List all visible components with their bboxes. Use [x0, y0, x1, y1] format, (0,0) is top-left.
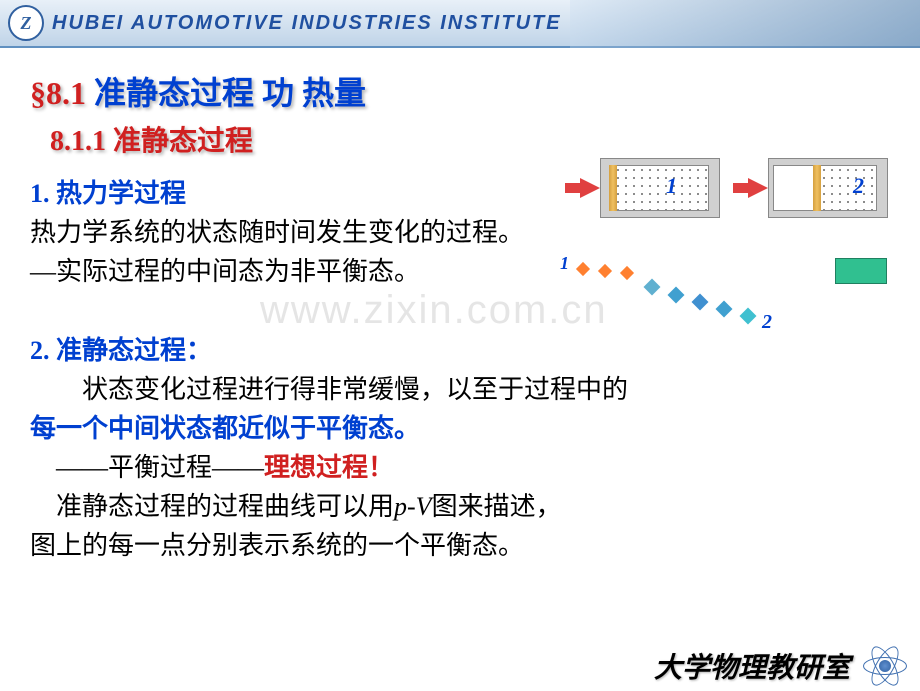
arrow-2-icon — [748, 178, 768, 198]
body-text-block: 1. 热力学过程 热力学系统的状态随时间发生变化的过程。 —实际过程的中间态为非… — [30, 174, 570, 291]
green-box — [835, 258, 887, 284]
item2-body1: 状态变化过程进行得非常缓慢，以至于过程中的 — [30, 370, 890, 409]
section-number: §8.1 — [30, 75, 86, 111]
path-diamond-3 — [620, 266, 634, 280]
cylinder-2-label: 2 — [853, 173, 864, 199]
item2-body4-prefix: 准静态过程的过程曲线可以用 — [30, 492, 394, 521]
item2-body4-suffix: 图来描述， — [432, 492, 562, 521]
item2-body3-red: 理想过程！ — [264, 453, 394, 482]
section-title: §8.1 准静态过程 功 热量 — [30, 68, 890, 114]
item2-body2: 每一个中间状态都近似于平衡态。 — [30, 409, 890, 448]
diagram-area: 1 2 1 2 — [570, 158, 890, 338]
cylinder-2-empty — [773, 165, 815, 211]
item2-body5: 图上的每一点分别表示系统的一个平衡态。 — [30, 526, 890, 565]
section-title-text: 准静态过程 功 热量 — [94, 75, 366, 111]
cylinder-2-piston — [813, 165, 821, 211]
subsection-title: 8.1.1 准静态过程 — [50, 119, 890, 159]
watermark: www.zixin.com.cn — [260, 288, 608, 333]
cylinder-2: 2 — [768, 158, 888, 218]
path-diamond-2 — [598, 264, 612, 278]
header-bar: Z HUBEI AUTOMOTIVE INDUSTRIES INSTITUTE — [0, 0, 920, 48]
slide-content: §8.1 准静态过程 功 热量 8.1.1 准静态过程 1. 热力学过程 热力学… — [0, 48, 920, 585]
footer-text: 大学物理教研室 — [654, 646, 850, 686]
item1-heading: 1. 热力学过程 — [30, 174, 570, 213]
path-diamond-1 — [576, 262, 590, 276]
atom-icon — [860, 641, 910, 691]
arrow-1-icon — [580, 178, 600, 198]
institute-logo: Z — [8, 5, 44, 41]
subsection-number: 8.1.1 — [50, 126, 106, 157]
item1-note: —实际过程的中间态为非平衡态。 — [30, 252, 570, 291]
item1-body: 热力学系统的状态随时间发生变化的过程。 — [30, 213, 570, 252]
header-background-image — [570, 0, 920, 48]
cylinder-1: 1 — [600, 158, 720, 218]
item2-body4-pv: p-V — [394, 492, 432, 521]
path-diamond-5 — [668, 287, 685, 304]
path-diamond-6 — [692, 294, 709, 311]
path-label-2: 2 — [762, 311, 772, 334]
body-text-block-2: 2. 准静态过程： 状态变化过程进行得非常缓慢，以至于过程中的 每一个中间状态都… — [30, 331, 890, 565]
logo-text: Z — [21, 13, 32, 34]
cylinder-2-gas — [819, 165, 877, 211]
footer: 大学物理教研室 — [654, 642, 920, 690]
cylinder-1-piston — [609, 165, 617, 211]
subsection-title-text: 准静态过程 — [113, 126, 253, 157]
cylinder-1-gas — [613, 165, 709, 211]
path-diamond-7 — [716, 301, 733, 318]
item2-body3-prefix: ——平衡过程—— — [30, 453, 264, 482]
path-diamond-8 — [740, 308, 757, 325]
item2-body3: ——平衡过程——理想过程！ — [30, 448, 890, 487]
item2-body4: 准静态过程的过程曲线可以用p-V图来描述， — [30, 487, 890, 526]
path-label-1: 1 — [560, 253, 569, 274]
cylinder-1-label: 1 — [666, 173, 677, 199]
institute-name: HUBEI AUTOMOTIVE INDUSTRIES INSTITUTE — [52, 12, 562, 35]
path-diamond-4 — [644, 279, 661, 296]
